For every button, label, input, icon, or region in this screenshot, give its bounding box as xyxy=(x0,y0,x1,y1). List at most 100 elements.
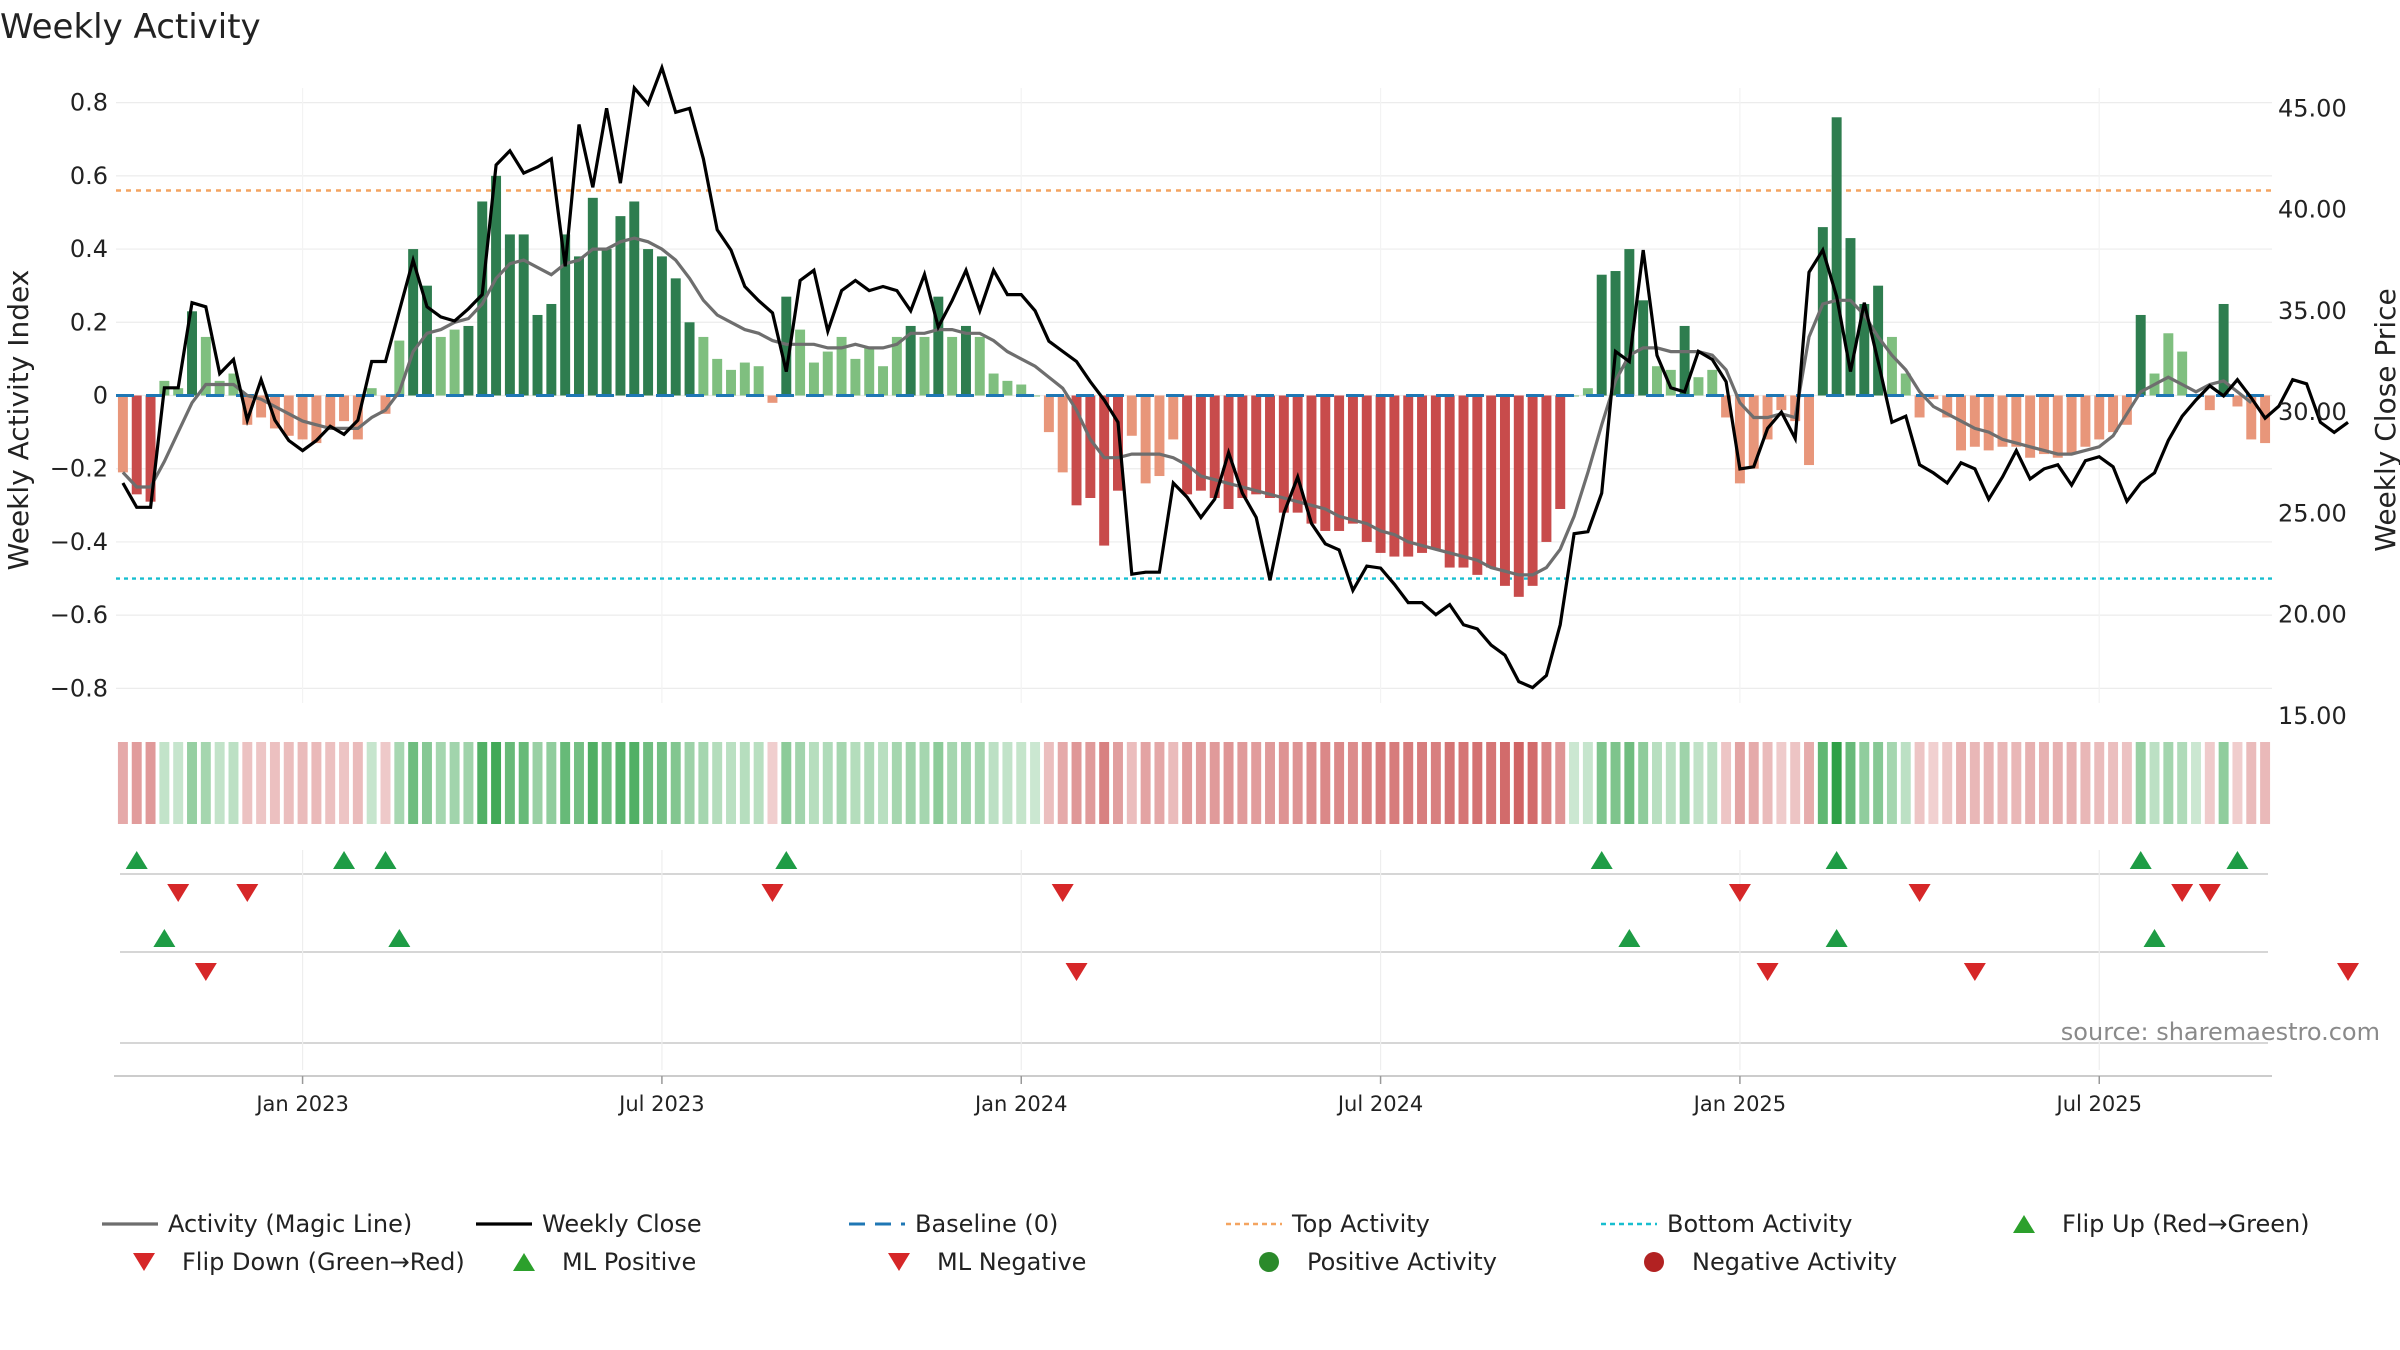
heat-cell xyxy=(1320,742,1331,824)
activity-bar xyxy=(1182,395,1193,495)
activity-bar xyxy=(574,256,584,396)
activity-bar xyxy=(670,278,681,396)
heat-cell xyxy=(601,742,612,824)
heat-cell xyxy=(145,742,156,824)
right-tick-label: 35.00 xyxy=(2278,297,2347,325)
activity-bar xyxy=(1292,395,1303,513)
heat-cell xyxy=(2121,742,2132,824)
activity-bar xyxy=(1804,395,1814,466)
activity-bar xyxy=(449,329,460,396)
event-markers xyxy=(120,850,2360,1070)
activity-bar xyxy=(1113,395,1123,491)
activity-bar xyxy=(131,395,142,495)
heat-cell xyxy=(1444,742,1455,824)
left-tick-label: 0.4 xyxy=(70,235,108,263)
activity-bar xyxy=(1030,395,1041,397)
activity-bar xyxy=(2246,395,2257,440)
activity-bar xyxy=(408,249,419,396)
heat-cell xyxy=(352,742,363,824)
activity-bar xyxy=(504,234,515,396)
activity-bar xyxy=(1679,325,1690,396)
activity-bar xyxy=(1624,249,1635,396)
heat-cell xyxy=(1486,742,1497,824)
activity-bar xyxy=(1513,395,1524,597)
heat-cell xyxy=(1126,742,1137,824)
heat-cell xyxy=(1845,742,1856,824)
activity-bar xyxy=(808,362,819,396)
activity-bar xyxy=(1209,395,1220,498)
activity-bar xyxy=(2052,395,2063,458)
heat-cell xyxy=(1403,742,1414,824)
flip-up-marker xyxy=(1825,851,1848,869)
activity-bar xyxy=(1486,395,1497,568)
heat-cell xyxy=(256,742,267,824)
activity-bar xyxy=(1444,395,1455,568)
activity-bar xyxy=(1873,285,1884,396)
heat-cell xyxy=(1306,742,1317,824)
legend-label: Negative Activity xyxy=(1692,1248,1897,1276)
activity-bar xyxy=(781,296,792,396)
heat-cell xyxy=(2218,742,2229,824)
activity-bar xyxy=(2025,395,2036,458)
activity-bar xyxy=(601,249,612,396)
activity-bar xyxy=(1154,395,1165,477)
heat-cell xyxy=(1195,742,1206,824)
activity-bar xyxy=(1859,303,1870,396)
activity-bar xyxy=(1306,395,1317,524)
activity-bar xyxy=(269,395,280,429)
activity-bar xyxy=(1417,395,1428,553)
heat-cell xyxy=(1969,742,1980,824)
heat-cell xyxy=(1886,742,1897,824)
activity-bar xyxy=(2094,395,2105,440)
activity-bar xyxy=(491,175,502,396)
heat-cell xyxy=(822,742,833,824)
heat-cell xyxy=(698,742,709,824)
source-label: source: sharemaestro.com xyxy=(2061,1018,2380,1046)
activity-bar xyxy=(1942,395,1953,418)
heat-cell xyxy=(394,742,405,824)
heat-cell xyxy=(919,742,930,824)
heat-cell xyxy=(1983,742,1994,824)
activity-bar xyxy=(1956,395,1967,451)
flip-down-marker xyxy=(1728,884,1751,902)
activity-bar xyxy=(1734,395,1745,484)
heat-cell xyxy=(1748,742,1759,824)
x-tick-label: Jan 2025 xyxy=(1692,1092,1787,1116)
right-tick-label: 30.00 xyxy=(2278,398,2347,426)
heat-cell xyxy=(1499,742,1510,824)
heat-cell xyxy=(228,742,239,824)
flip-down-marker xyxy=(167,884,190,902)
activity-bar xyxy=(283,395,294,436)
activity-bar xyxy=(629,201,640,396)
activity-bar xyxy=(2163,333,2174,396)
heat-cell xyxy=(1900,742,1911,824)
heat-cell xyxy=(1555,742,1566,824)
left-tick-label: 0.6 xyxy=(70,162,108,190)
heat-cell xyxy=(2011,742,2022,824)
legend-swatch xyxy=(513,1253,535,1271)
heat-cell xyxy=(449,742,460,824)
heat-cell xyxy=(2094,742,2105,824)
heat-cell xyxy=(1472,742,1483,824)
activity-bar xyxy=(1375,395,1386,553)
heat-cell xyxy=(366,742,377,824)
activity-bar xyxy=(1831,117,1842,396)
y-axis-left-label: Weekly Activity Index xyxy=(2,270,35,571)
activity-bar xyxy=(339,395,350,422)
heat-cell xyxy=(781,742,792,824)
heat-cell xyxy=(1016,742,1027,824)
activity-bar xyxy=(698,336,709,396)
heat-cell xyxy=(864,742,875,824)
heat-cell xyxy=(1209,742,1220,824)
heat-cell xyxy=(1942,742,1953,824)
activity-bar xyxy=(1748,395,1759,469)
activity-bar xyxy=(187,311,197,396)
x-tick-label: Jan 2024 xyxy=(973,1092,1068,1116)
heat-cell xyxy=(435,742,446,824)
heat-cell xyxy=(283,742,294,824)
activity-bar xyxy=(2121,395,2132,425)
activity-bar xyxy=(546,303,557,396)
heat-cell xyxy=(421,742,432,824)
heat-cell xyxy=(477,742,488,824)
heat-cell xyxy=(1168,742,1179,824)
